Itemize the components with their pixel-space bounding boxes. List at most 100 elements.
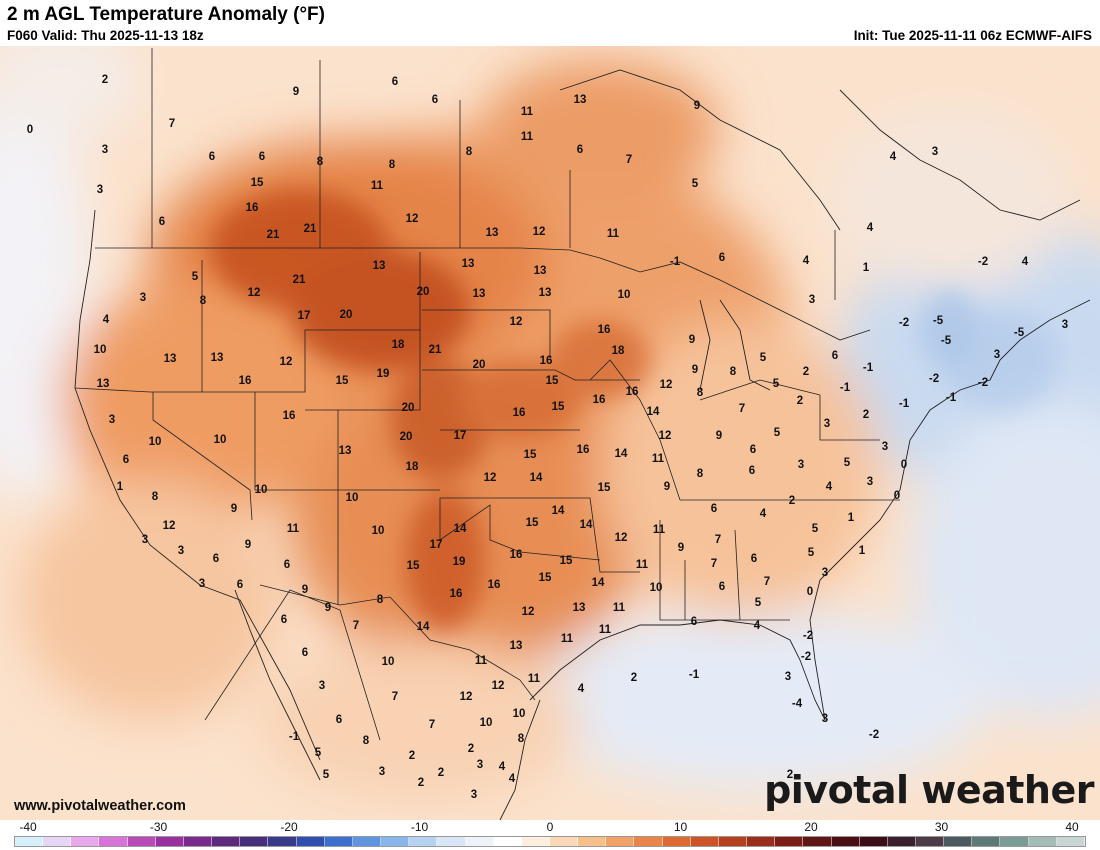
- station-value: 3: [932, 146, 938, 158]
- station-value: 18: [392, 339, 405, 351]
- station-value: 20: [402, 402, 415, 414]
- station-value: 7: [626, 154, 632, 166]
- legend-swatch: [155, 837, 184, 846]
- station-value: 6: [691, 616, 697, 628]
- station-value: 8: [152, 491, 159, 503]
- station-value: 7: [392, 691, 398, 703]
- station-value: 8: [466, 146, 473, 158]
- station-value: 8: [363, 735, 370, 747]
- station-value: 11: [652, 453, 665, 465]
- station-value: 3: [319, 680, 325, 692]
- station-value: -2: [803, 630, 813, 642]
- legend-swatch: [352, 837, 382, 846]
- station-value: 6: [749, 465, 755, 477]
- station-value: 12: [484, 472, 497, 484]
- legend-swatch: [916, 837, 945, 846]
- legend-tick-label: -10: [410, 820, 429, 834]
- station-value: 12: [280, 356, 293, 368]
- station-value: 2: [863, 409, 869, 421]
- station-value: 13: [539, 287, 552, 299]
- station-value: 13: [373, 260, 386, 272]
- station-value: 5: [760, 352, 767, 364]
- station-value: 12: [492, 680, 505, 692]
- station-value: 3: [199, 578, 205, 590]
- station-value: 6: [719, 581, 725, 593]
- station-value: 11: [521, 106, 534, 118]
- station-value: 13: [97, 378, 110, 390]
- station-value: 10: [94, 344, 107, 356]
- station-value: 5: [315, 747, 322, 759]
- station-value: 5: [812, 523, 819, 535]
- station-value: 8: [317, 156, 324, 168]
- station-value: 16: [598, 324, 611, 336]
- station-value: 9: [692, 364, 698, 376]
- station-value: 0: [894, 490, 900, 502]
- station-value: 5: [773, 378, 780, 390]
- station-value: 5: [844, 457, 851, 469]
- color-legend: -40 -30 -20 -10 0 10 20 30 40: [14, 820, 1086, 850]
- station-value: 8: [377, 594, 384, 606]
- station-value: 14: [592, 577, 605, 589]
- station-value: -2: [801, 651, 811, 663]
- station-value: 4: [1022, 256, 1029, 268]
- station-value: 13: [573, 602, 586, 614]
- station-value: -2: [978, 256, 988, 268]
- station-value: 11: [287, 523, 300, 535]
- station-value: 15: [539, 572, 552, 584]
- station-value: 10: [372, 525, 385, 537]
- website-link[interactable]: www.pivotalweather.com: [14, 798, 186, 814]
- political-boundaries: [74, 48, 900, 741]
- station-value: 16: [577, 444, 590, 456]
- station-value: 7: [353, 620, 359, 632]
- legend-swatch: [43, 837, 72, 846]
- station-value: 14: [530, 472, 543, 484]
- station-value: 6: [392, 76, 398, 88]
- legend-swatch: [718, 837, 748, 846]
- legend-tick-label: 10: [673, 820, 688, 834]
- station-value: 11: [371, 180, 384, 192]
- station-value: 11: [521, 131, 534, 143]
- station-value: 2: [438, 767, 444, 779]
- station-value: 6: [336, 714, 342, 726]
- station-value: 4: [103, 314, 110, 326]
- station-value: 11: [636, 559, 649, 571]
- init-time-label: Init: Tue 2025-11-11 06z ECMWF-AIFS: [853, 28, 1092, 43]
- station-value: 2: [631, 672, 637, 684]
- station-value: 6: [751, 553, 757, 565]
- legend-swatch: [240, 837, 269, 846]
- coastlines: [74, 69, 1091, 820]
- station-value: 12: [248, 287, 261, 299]
- legend-tick-label: 30: [934, 820, 949, 834]
- station-value: 6: [711, 503, 717, 515]
- station-value: 3: [109, 414, 115, 426]
- legend-swatch: [859, 837, 888, 846]
- station-value: 9: [664, 481, 670, 493]
- legend-swatch: [690, 837, 719, 846]
- station-value: 5: [692, 178, 699, 190]
- station-value: 15: [526, 517, 539, 529]
- station-value: 12: [460, 691, 473, 703]
- station-value: 16: [450, 588, 463, 600]
- station-value: 4: [578, 683, 585, 695]
- station-value: 12: [510, 316, 523, 328]
- station-value: 11: [475, 655, 488, 667]
- station-value: 2: [468, 743, 474, 755]
- station-value: 3: [994, 349, 1000, 361]
- station-value: 14: [454, 523, 467, 535]
- station-value: -2: [899, 317, 909, 329]
- legend-swatch: [127, 837, 156, 846]
- station-value: 4: [754, 620, 761, 632]
- station-value: 3: [809, 294, 815, 306]
- station-value: 8: [697, 387, 704, 399]
- station-value: 6: [432, 94, 438, 106]
- station-value: 0: [807, 586, 813, 598]
- station-value: 2: [797, 395, 803, 407]
- station-value: 5: [774, 427, 781, 439]
- station-value: 15: [598, 482, 611, 494]
- station-value: 3: [822, 567, 828, 579]
- station-value: 10: [255, 484, 268, 496]
- station-value: 3: [140, 292, 146, 304]
- station-value: 21: [429, 344, 442, 356]
- legend-swatch: [212, 837, 241, 846]
